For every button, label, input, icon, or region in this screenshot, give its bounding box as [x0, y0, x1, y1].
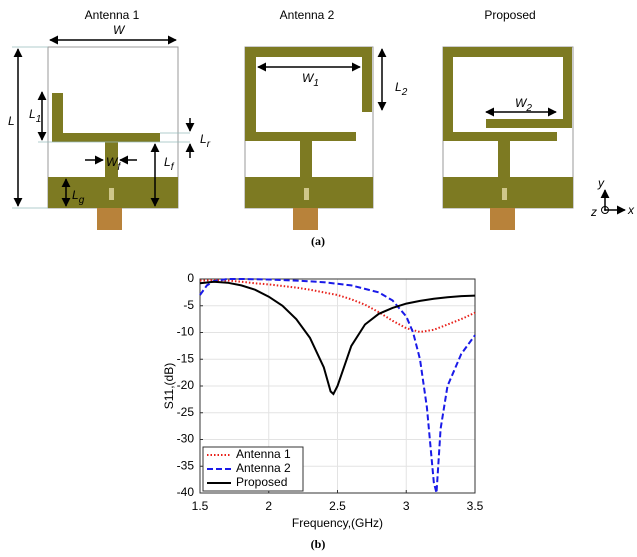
- y-tick-label: -35: [177, 458, 195, 472]
- antenna-title: Antenna 2: [280, 8, 335, 22]
- dimension-subscript: g: [79, 195, 85, 206]
- legend-label: Antenna 2: [236, 461, 291, 475]
- x-tick-label: 1.5: [192, 499, 209, 513]
- y-tick-label: -5: [183, 298, 194, 312]
- y-tick-label: -40: [177, 485, 195, 499]
- x-tick-label: 2.5: [329, 499, 346, 513]
- coordinate-axes: [602, 190, 626, 214]
- legend-label: Proposed: [236, 475, 287, 489]
- dimension-symbol: W: [113, 23, 126, 37]
- dimension-symbol: L: [8, 114, 15, 128]
- dimension-symbol: L: [72, 188, 79, 202]
- x-axis-label: Frequency,(GHz): [292, 516, 383, 530]
- axis-y-letter: y: [597, 176, 605, 190]
- y-tick-label: 0: [187, 271, 194, 285]
- dimension-symbol: L: [164, 155, 171, 169]
- antenna-title: Proposed: [484, 8, 535, 22]
- y-tick-label: -30: [177, 432, 195, 446]
- y-tick-label: -15: [177, 351, 195, 365]
- panel-label: (b): [311, 537, 326, 551]
- dimension-subscript: r: [207, 139, 211, 150]
- x-tick-label: 3.5: [467, 499, 484, 513]
- antenna-proposed: [443, 47, 573, 230]
- axis-x-letter: x: [627, 203, 635, 217]
- y-tick-label: -25: [177, 405, 195, 419]
- dimension-subscript: 1: [36, 114, 42, 125]
- dimension-label: L2: [395, 80, 408, 97]
- y-tick-label: -10: [177, 325, 195, 339]
- dimension-label: L1: [29, 107, 41, 124]
- dimension-symbol: L: [29, 107, 36, 121]
- legend-label: Antenna 1: [236, 447, 291, 461]
- axis-z-letter: z: [590, 205, 597, 219]
- panel-label: (a): [311, 234, 325, 248]
- dimension-label: L: [8, 114, 15, 128]
- antenna-title: Antenna 1: [85, 8, 140, 22]
- x-tick-label: 2: [265, 499, 272, 513]
- dimension-label: W: [113, 23, 126, 37]
- y-axis-label: S11,(dB): [162, 363, 176, 409]
- dimension-subscript: 2: [401, 87, 408, 98]
- y-tick-label: -20: [177, 378, 195, 392]
- dimension-symbol: L: [200, 132, 207, 146]
- dimension-subscript: 2: [525, 103, 532, 114]
- antenna-2: [245, 47, 382, 230]
- figure: Antenna 1Antenna 2ProposedWLL1LrWfLfLgW1…: [0, 0, 637, 557]
- antenna-1: [12, 40, 190, 230]
- x-tick-label: 3: [403, 499, 410, 513]
- dimension-symbol: L: [395, 80, 402, 94]
- dimension-subscript: 1: [313, 78, 319, 89]
- dimension-label: Lr: [200, 132, 211, 149]
